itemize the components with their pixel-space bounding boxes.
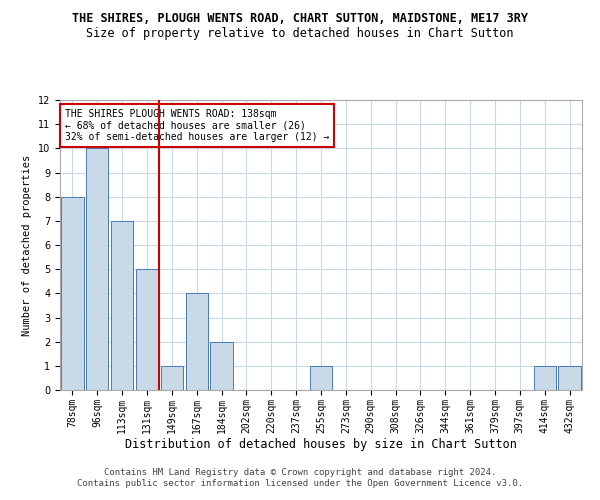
Bar [310, 366, 332, 390]
Text: THE SHIRES, PLOUGH WENTS ROAD, CHART SUTTON, MAIDSTONE, ME17 3RY: THE SHIRES, PLOUGH WENTS ROAD, CHART SUT… [72, 12, 528, 26]
X-axis label: Distribution of detached houses by size in Chart Sutton: Distribution of detached houses by size … [125, 438, 517, 452]
Text: Size of property relative to detached houses in Chart Sutton: Size of property relative to detached ho… [86, 28, 514, 40]
Bar [111, 221, 133, 390]
Bar [86, 148, 109, 390]
Bar [185, 294, 208, 390]
Y-axis label: Number of detached properties: Number of detached properties [22, 154, 32, 336]
Bar [136, 269, 158, 390]
Bar [559, 366, 581, 390]
Bar [533, 366, 556, 390]
Bar [211, 342, 233, 390]
Text: Contains HM Land Registry data © Crown copyright and database right 2024.
Contai: Contains HM Land Registry data © Crown c… [77, 468, 523, 487]
Text: THE SHIRES PLOUGH WENTS ROAD: 138sqm
← 68% of detached houses are smaller (26)
3: THE SHIRES PLOUGH WENTS ROAD: 138sqm ← 6… [65, 108, 329, 142]
Bar [61, 196, 83, 390]
Bar [161, 366, 183, 390]
